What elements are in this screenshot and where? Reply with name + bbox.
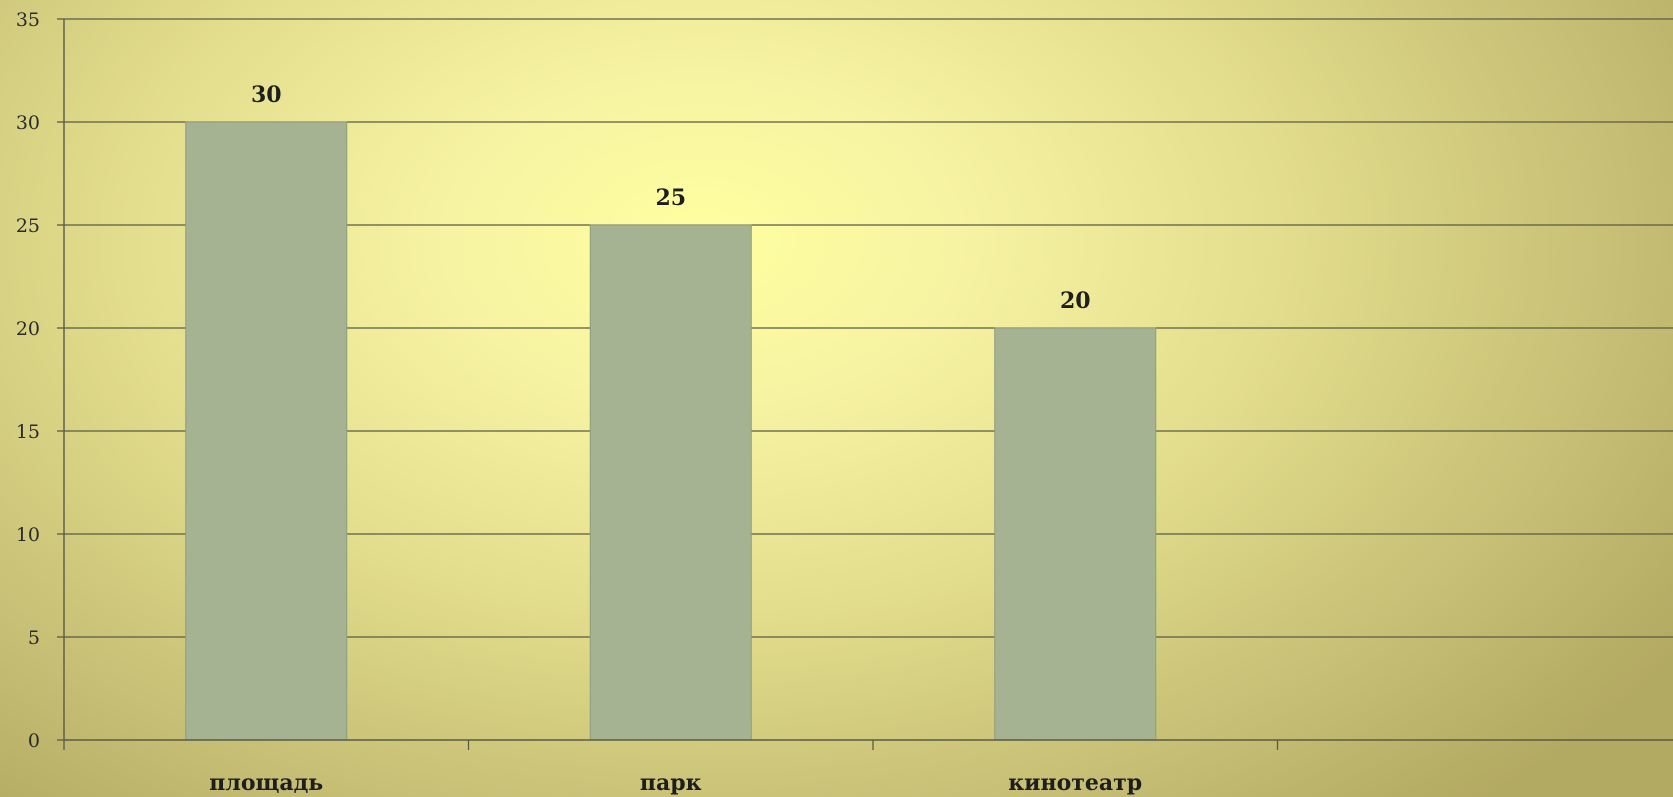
y-tick-label: 5	[28, 627, 40, 649]
bar-3	[994, 327, 1157, 741]
x-category-label: кинотеатр	[1008, 770, 1142, 796]
data-label: 25	[655, 185, 686, 211]
x-category-label: парк	[640, 770, 702, 796]
y-tick-label: 30	[16, 112, 40, 134]
axes	[57, 18, 1673, 750]
labels: 0 5 10 15 20 25 30 35 30 25 20 площадь парк кинотеатр	[16, 9, 1142, 796]
bar-2	[589, 224, 752, 741]
bar-1	[185, 121, 348, 741]
data-label: 30	[251, 82, 282, 108]
y-tick-label: 35	[16, 9, 40, 31]
y-tick-label: 0	[28, 730, 40, 752]
y-tick-label: 15	[16, 421, 40, 443]
data-label: 20	[1060, 288, 1091, 314]
y-tick-label: 20	[16, 318, 40, 340]
y-tick-label: 25	[16, 215, 40, 237]
y-tick-label: 10	[16, 524, 40, 546]
bars	[185, 121, 1157, 741]
x-category-label: площадь	[209, 770, 323, 796]
